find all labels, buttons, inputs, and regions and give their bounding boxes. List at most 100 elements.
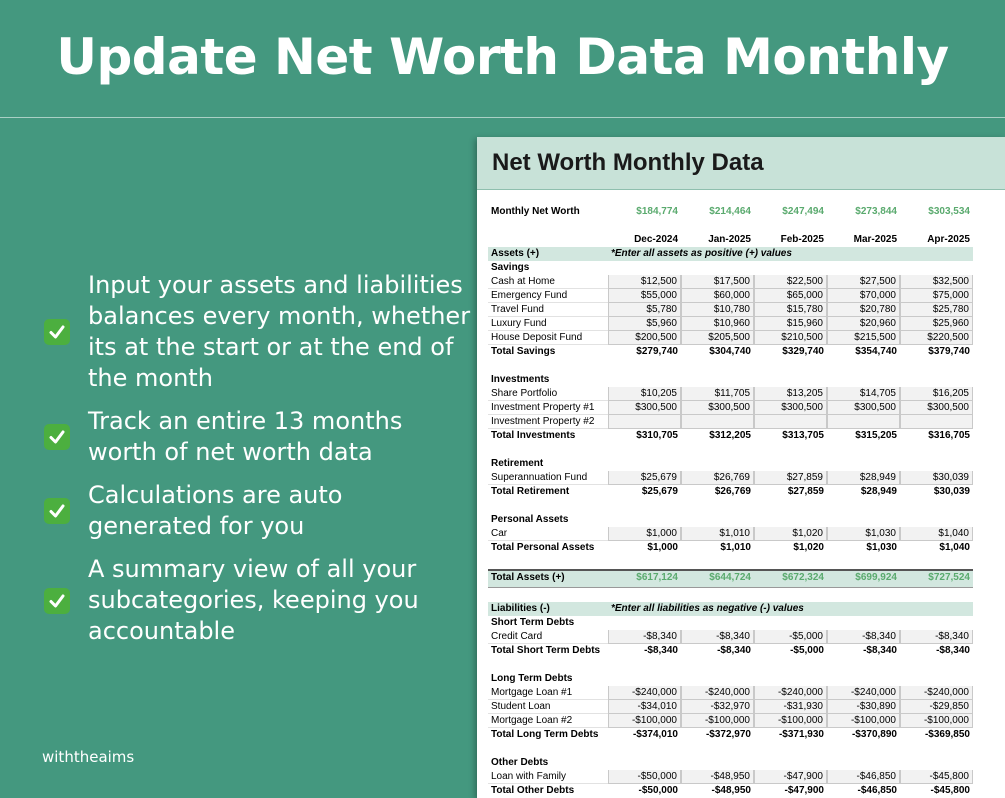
cell xyxy=(754,415,827,429)
data-row: Student Loan -$34,010 -$32,970 -$31,930 -$30… xyxy=(488,700,973,714)
cell: $75,000 xyxy=(900,289,973,303)
cell: -$48,950 xyxy=(711,785,751,796)
cell: -$47,900 xyxy=(784,785,824,796)
sheet-grid: Monthly Net Worth $184,774 $214,464 $247,49… xyxy=(488,205,973,798)
cell: -$46,850 xyxy=(827,770,900,784)
cell: $1,040 xyxy=(900,527,973,541)
group-total: Total Personal Assets $1,000 $1,010 $1,020 $… xyxy=(488,541,973,555)
data-row: Travel Fund $5,780 $10,780 $15,780 $20,780 $2… xyxy=(488,303,973,317)
group-header: Long Term Debts xyxy=(488,672,973,686)
cell: $617,124 xyxy=(636,572,678,583)
data-row: Credit Card -$8,340 -$8,340 -$5,000 -$8,340-… xyxy=(488,630,973,644)
cell: $65,000 xyxy=(754,289,827,303)
group-name: Retirement xyxy=(491,458,544,469)
cell: -$240,000 xyxy=(900,686,973,700)
blank-row xyxy=(488,219,973,233)
section-header: Liabilities (-) *Enter all liabilities as… xyxy=(488,602,973,616)
row-label: Total Long Term Debts xyxy=(491,729,599,740)
cell: $672,324 xyxy=(782,572,824,583)
group-header: Short Term Debts xyxy=(488,616,973,630)
section-header: Assets (+) *Enter all assets as positive … xyxy=(488,247,973,261)
blank-row xyxy=(488,742,973,756)
cell: $25,679 xyxy=(608,471,681,485)
row-label: Mortgage Loan #2 xyxy=(488,714,608,728)
cell: -$240,000 xyxy=(827,686,900,700)
cell: $316,705 xyxy=(928,430,970,441)
cell: $214,464 xyxy=(709,206,751,217)
cell: -$100,000 xyxy=(754,714,827,728)
cell: $310,705 xyxy=(636,430,678,441)
cell: $30,039 xyxy=(933,486,970,497)
cell: $11,705 xyxy=(681,387,754,401)
group-header: Other Debts xyxy=(488,756,973,770)
cell: $30,039 xyxy=(900,471,973,485)
bullet-text: Calculations are auto generated for you xyxy=(88,481,343,540)
cell: $25,679 xyxy=(641,486,678,497)
cell: $15,960 xyxy=(754,317,827,331)
row-label: Total Savings xyxy=(491,346,556,357)
cell: $215,500 xyxy=(827,331,900,345)
group-name: Long Term Debts xyxy=(491,673,573,684)
cell: $304,740 xyxy=(709,346,751,357)
month: Apr-2025 xyxy=(927,234,970,245)
cell: -$8,340 xyxy=(827,630,900,644)
row-label: Travel Fund xyxy=(488,303,608,317)
cell: $329,740 xyxy=(782,346,824,357)
cell: -$100,000 xyxy=(827,714,900,728)
blank-row xyxy=(488,359,973,373)
cell: -$30,890 xyxy=(827,700,900,714)
cell: $312,205 xyxy=(709,430,751,441)
cell: $27,859 xyxy=(787,486,824,497)
row-label: Superannuation Fund xyxy=(488,471,608,485)
cell: -$46,850 xyxy=(857,785,897,796)
group-name: Savings xyxy=(491,262,530,273)
cell: -$5,000 xyxy=(790,645,824,656)
blank-row xyxy=(488,443,973,457)
cell: -$50,000 xyxy=(638,785,678,796)
section-title: Liabilities (-) xyxy=(491,603,550,614)
cell: $1,030 xyxy=(866,542,897,553)
section-note: *Enter all assets as positive (+) values xyxy=(611,248,792,259)
cell: $644,724 xyxy=(709,572,751,583)
cell: $303,534 xyxy=(928,206,970,217)
data-row: Emergency Fund $55,000 $60,000 $65,000 $70,0… xyxy=(488,289,973,303)
cell: -$34,010 xyxy=(608,700,681,714)
headline: Update Net Worth Data Monthly xyxy=(56,28,949,86)
cell: $205,500 xyxy=(681,331,754,345)
data-row: Mortgage Loan #1 -$240,000 -$240,000 -$240,… xyxy=(488,686,973,700)
row-label: Total Short Term Debts xyxy=(491,645,601,656)
cell: -$8,340 xyxy=(608,630,681,644)
row-label: Mortgage Loan #1 xyxy=(488,686,608,700)
cell: $5,780 xyxy=(608,303,681,317)
check-icon xyxy=(44,587,70,614)
group-name: Short Term Debts xyxy=(491,617,575,628)
row-label: Car xyxy=(488,527,608,541)
cell: $14,705 xyxy=(827,387,900,401)
cell: $315,205 xyxy=(855,430,897,441)
cell: $1,040 xyxy=(939,542,970,553)
cell: $379,740 xyxy=(928,346,970,357)
cell: $28,949 xyxy=(827,471,900,485)
group-header: Retirement xyxy=(488,457,973,471)
cell: -$31,930 xyxy=(754,700,827,714)
data-row: Superannuation Fund $25,679 $26,769 $27,859… xyxy=(488,471,973,485)
row-label: Share Portfolio xyxy=(488,387,608,401)
group-total: Total Retirement $25,679 $26,769 $27,859 $28… xyxy=(488,485,973,499)
cell: $28,949 xyxy=(860,486,897,497)
sheet-header xyxy=(477,137,1005,190)
group-name: Other Debts xyxy=(491,757,549,768)
data-row: Car $1,000 $1,010 $1,020 $1,030 $1,040 xyxy=(488,527,973,541)
data-row: Share Portfolio $10,205 $11,705 $13,205 $14,… xyxy=(488,387,973,401)
cell: $27,500 xyxy=(827,275,900,289)
cell: $25,780 xyxy=(900,303,973,317)
cell: $273,844 xyxy=(855,206,897,217)
cell: $60,000 xyxy=(681,289,754,303)
group-name: Personal Assets xyxy=(491,514,569,525)
cell: $279,740 xyxy=(636,346,678,357)
cell: $26,769 xyxy=(714,486,751,497)
cell: $200,500 xyxy=(608,331,681,345)
cell: -$45,800 xyxy=(900,770,973,784)
blank-row xyxy=(488,658,973,672)
cell: -$100,000 xyxy=(608,714,681,728)
bullet: Input your assets and liabilities balanc… xyxy=(44,270,474,394)
